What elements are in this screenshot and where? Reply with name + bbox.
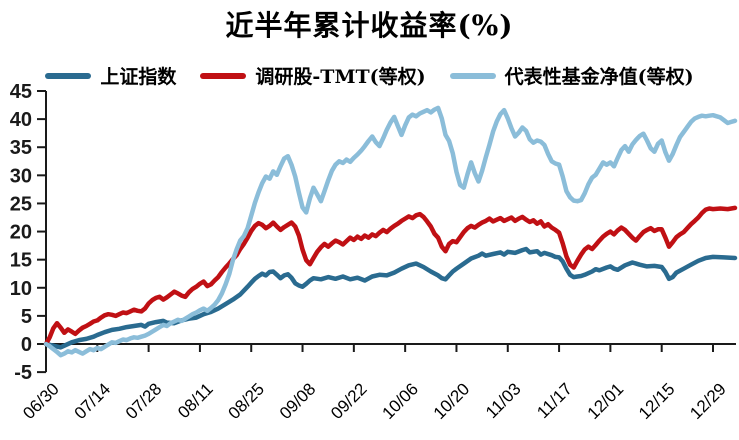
legend-item-tmt: 调研股-TMT(等权) xyxy=(200,62,426,89)
legend-item-fund: 代表性基金净值(等权) xyxy=(449,62,694,89)
y-tick-label: -5 xyxy=(14,362,32,384)
y-tick-label: 25 xyxy=(10,193,32,215)
legend-swatch-sse-icon xyxy=(45,72,92,79)
x-tick-label: 07/28 xyxy=(122,379,166,423)
x-tick-label: 10/20 xyxy=(430,379,474,423)
x-tick-label: 07/14 xyxy=(71,379,115,423)
x-tick-label: 09/22 xyxy=(327,379,371,423)
legend-swatch-tmt-icon xyxy=(200,72,247,79)
x-tick-label: 08/11 xyxy=(174,379,217,422)
chart-title: 近半年累计收益率(%) xyxy=(225,9,514,42)
y-tick-label: 35 xyxy=(10,137,32,159)
series-line-tmt xyxy=(43,205,738,347)
x-tick-label: 12/01 xyxy=(584,379,628,423)
legend-label-sse: 上证指数 xyxy=(100,66,177,88)
y-tick-label: 10 xyxy=(10,278,32,300)
legend-item-sse: 上证指数 xyxy=(45,62,176,89)
legend-label-tmt: 调研股-TMT(等权) xyxy=(255,66,426,88)
y-tick-label: 30 xyxy=(10,165,32,187)
y-tick-label: 45 xyxy=(10,81,32,103)
x-tick-label: 09/08 xyxy=(276,379,320,423)
x-tick-label: 08/25 xyxy=(225,379,269,423)
y-tick-label: 40 xyxy=(10,109,32,131)
y-tick-label: 0 xyxy=(21,334,32,356)
legend-swatch-fund-icon xyxy=(449,72,496,79)
legend-label-fund: 代表性基金净值(等权) xyxy=(504,66,694,88)
x-tick-label: 12/15 xyxy=(635,379,679,423)
y-tick-label: 5 xyxy=(21,306,32,328)
y-tick-label: 15 xyxy=(10,250,32,272)
chart-legend: 上证指数 调研股-TMT(等权) 代表性基金净值(等权) xyxy=(0,62,739,89)
series-line-fund xyxy=(43,105,738,358)
x-tick-label: 11/03 xyxy=(482,379,525,422)
x-tick-label: 06/30 xyxy=(19,379,63,423)
y-tick-label: 20 xyxy=(10,222,32,244)
x-tick-label: 11/17 xyxy=(533,379,576,422)
x-tick-label: 12/29 xyxy=(686,379,730,423)
x-tick-label: 10/06 xyxy=(378,379,422,423)
